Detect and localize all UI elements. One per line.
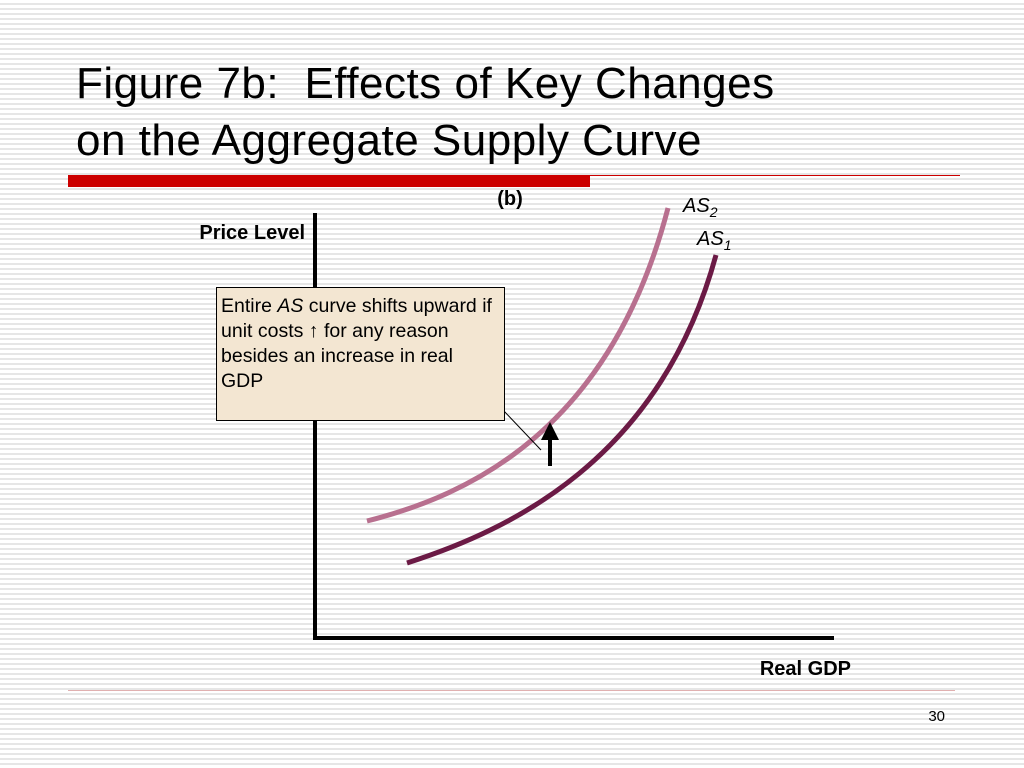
curve-label: AS2 xyxy=(682,195,718,220)
x-axis-label: Real GDP xyxy=(760,658,851,680)
as2-curve xyxy=(366,207,671,524)
callout: Entire AS curve shifts upward if unit co… xyxy=(216,287,505,421)
curve-label: AS1 xyxy=(696,228,731,253)
title-line: on the Aggregate Supply Curve xyxy=(76,116,702,165)
shift-arrow-head xyxy=(541,422,559,440)
callout-text: curve shifts upward if unit costs ↑ for … xyxy=(221,295,492,392)
title-line: Figure 7b: Effects of Key Changes xyxy=(76,59,775,108)
y-axis-label: Price Level xyxy=(199,222,305,244)
panel-label: (b) xyxy=(497,188,523,210)
callout-text: Entire xyxy=(221,295,278,317)
callout-text: AS xyxy=(277,295,304,317)
page-number: 30 xyxy=(928,708,945,725)
title-bar xyxy=(68,175,590,187)
leader-line xyxy=(502,409,542,451)
as1-curve xyxy=(406,254,719,566)
